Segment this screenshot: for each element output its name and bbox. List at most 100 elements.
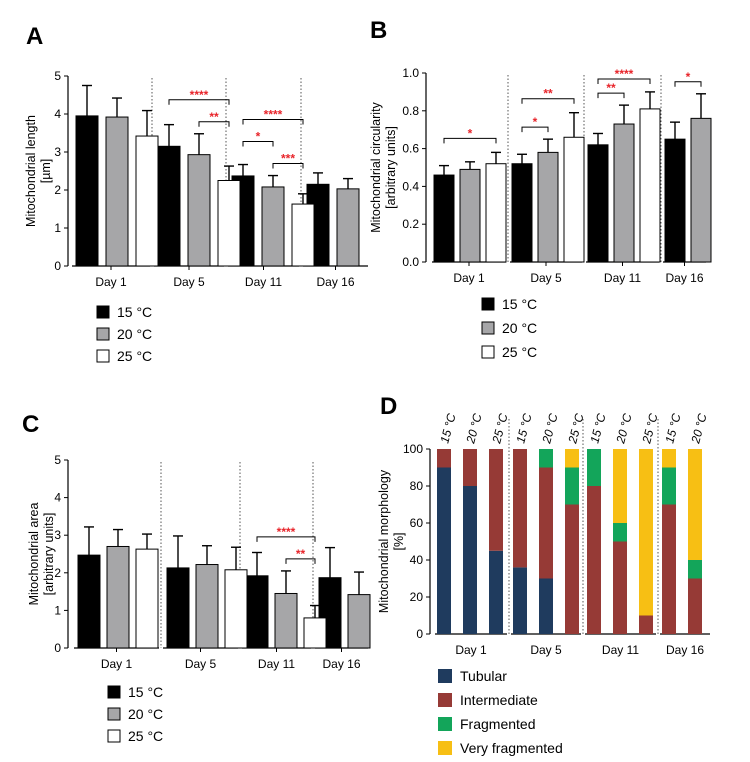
y-tick-label: 1 — [54, 221, 61, 235]
legend-label: Intermediate — [460, 692, 538, 708]
significance-label: * — [468, 126, 473, 140]
y-axis-title-line: Mitochondrial circularity — [369, 101, 383, 232]
legend-label: Fragmented — [460, 716, 535, 732]
significance-bracket — [272, 163, 304, 169]
x-tick-label: Day 5 — [185, 657, 217, 671]
bar-temperature-label: 15 °C — [662, 412, 683, 445]
y-tick-label: 3 — [54, 528, 61, 542]
y-axis-title: Mitochondrial length[µm] — [24, 115, 53, 227]
bar-20c — [347, 594, 371, 649]
legend-label: 25 °C — [128, 728, 163, 744]
y-axis-title-line: Mitochondrial area — [27, 503, 41, 606]
y-tick-label: 0.0 — [402, 255, 419, 269]
stacked-segment-intermediate — [565, 504, 579, 634]
y-axis-title-line: [µm] — [39, 159, 53, 184]
significance-label: * — [256, 130, 261, 144]
y-tick-label: 60 — [410, 516, 424, 530]
y-axis-title: Mitochondrial area[arbitrary units] — [27, 503, 56, 606]
x-tick-label: Day 11 — [602, 643, 639, 657]
x-tick-label: Day 5 — [173, 275, 205, 289]
y-tick-label: 0.8 — [402, 104, 419, 118]
bar-temperature-label: 25 °C — [489, 412, 511, 446]
y-axis-title: Mitochondrial circularity[arbitrary unit… — [369, 101, 398, 232]
bar-20c — [336, 188, 360, 267]
legend-swatch — [96, 305, 110, 319]
y-axis-title-line: [%] — [392, 532, 406, 550]
stacked-segment-fragmented — [539, 449, 553, 468]
legend-swatch — [96, 349, 110, 363]
stacked-segment-tubular — [513, 567, 527, 634]
x-tick-label: Day 1 — [101, 657, 133, 671]
y-tick-label: 0 — [416, 627, 423, 641]
bar-25c — [291, 203, 315, 267]
stacked-segment-fragmented — [565, 467, 579, 505]
x-tick-label: Day 5 — [530, 271, 562, 285]
legend-label: 15 °C — [128, 684, 163, 700]
bar-20c — [261, 186, 285, 267]
bar-15c — [433, 174, 455, 263]
y-tick-label: 0 — [54, 641, 61, 655]
bar-20c — [105, 116, 129, 267]
chart-c-area: 0 1 2 3 4 5 Mitochondrial area[arbitrary units… — [27, 453, 371, 744]
significance-bracket — [674, 81, 702, 87]
significance-label: ** — [606, 81, 616, 95]
chart-b-circularity: 0.0 0.2 0.4 0.6 0.8 1.0 Mitochondrial circular… — [369, 66, 712, 360]
y-tick-label: 0.6 — [402, 142, 419, 156]
stacked-segment-fragmented — [587, 449, 601, 486]
legend-label: 25 °C — [502, 344, 537, 360]
bar-15c — [245, 575, 269, 649]
significance-bracket — [168, 99, 230, 105]
x-tick-label: Day 16 — [666, 643, 704, 657]
bar-25c — [303, 617, 327, 649]
y-tick-label: 2 — [54, 566, 61, 580]
y-tick-label: 1 — [54, 603, 61, 617]
significance-label: * — [533, 115, 538, 129]
stacked-segment-tubular — [437, 467, 451, 634]
bar-20c — [274, 592, 298, 649]
significance-label: * — [686, 70, 691, 84]
x-tick-label: Day 16 — [322, 657, 360, 671]
significance-bracket — [521, 126, 549, 133]
stacked-segment-intermediate — [662, 504, 676, 634]
legend-label: Very fragmented — [460, 740, 563, 756]
stacked-segment-intermediate — [539, 467, 553, 579]
chart-d-morphology: 0 20 40 60 80 100 Mitochondrial morphology[%] D… — [377, 412, 710, 756]
stacked-segment-very-fragmented — [639, 449, 653, 616]
bar-20c — [537, 151, 559, 263]
legend-swatch — [107, 707, 121, 721]
legend-label: Tubular — [460, 668, 507, 684]
stacked-segment-intermediate — [463, 449, 477, 486]
stacked-segment-tubular — [489, 550, 503, 634]
y-tick-label: 80 — [410, 479, 424, 493]
stacked-segment-fragmented — [662, 467, 676, 505]
significance-bracket — [242, 119, 304, 125]
bar-15c — [77, 554, 101, 649]
significance-label: ** — [209, 110, 219, 124]
bar-25c — [135, 135, 159, 267]
panel-letter-d: D — [380, 393, 397, 420]
x-tick-label: Day 11 — [604, 271, 641, 285]
bar-temperature-label: 15 °C — [587, 412, 608, 445]
significance-bracket — [597, 92, 625, 99]
significance-label: **** — [615, 67, 634, 81]
significance-label: **** — [277, 525, 296, 539]
y-tick-label: 100 — [403, 442, 423, 456]
bar-temperature-label: 20 °C — [463, 412, 485, 446]
stacked-segment-tubular — [463, 486, 477, 634]
x-tick-label: Day 16 — [316, 275, 354, 289]
x-tick-label: Day 11 — [258, 657, 295, 671]
significance-bracket — [242, 141, 274, 147]
y-tick-label: 0 — [54, 259, 61, 273]
bar-25c — [563, 136, 585, 263]
stacked-segment-intermediate — [688, 578, 702, 634]
panel-letter-c: C — [22, 411, 39, 438]
significance-bracket — [521, 98, 575, 104]
bar-20c — [106, 545, 130, 649]
y-tick-label: 3 — [54, 145, 61, 159]
y-tick-label: 4 — [54, 107, 61, 121]
y-tick-label: 0.4 — [402, 179, 419, 193]
stacked-segment-very-fragmented — [613, 449, 627, 523]
bar-20c — [459, 168, 481, 263]
stacked-segment-intermediate — [639, 615, 653, 634]
